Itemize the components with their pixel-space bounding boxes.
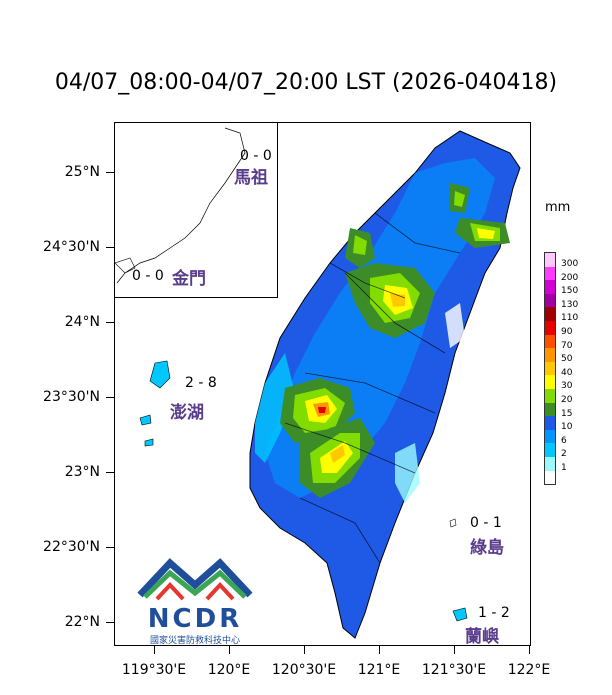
lon-tick: [454, 646, 455, 654]
lon-tick: [304, 646, 305, 654]
map-title: 04/07_08:00-04/07_20:00 LST (2026-040418…: [54, 70, 558, 95]
lat-tick: [106, 322, 114, 323]
legend-label: 10: [561, 422, 573, 433]
legend-swatch: [545, 416, 555, 430]
lon-tick: [154, 646, 155, 654]
green-island-label: 綠島: [470, 538, 504, 558]
color-legend: [544, 252, 556, 486]
lat-tick: [106, 547, 114, 548]
legend-label: 300: [561, 259, 579, 269]
legend-label: 110: [561, 313, 579, 324]
legend-swatch: [545, 348, 555, 362]
legend-label: 130: [561, 299, 579, 310]
legend-label: 30: [561, 381, 573, 392]
kinmen-label: 金門: [172, 269, 206, 289]
legend-swatch: [545, 388, 555, 403]
legend-swatch: [545, 361, 555, 376]
lat-tick: [106, 622, 114, 623]
orchid-island-label: 蘭嶼: [465, 627, 499, 647]
lon-label: 121°E: [357, 662, 401, 678]
legend-label: 50: [561, 354, 573, 365]
lon-label: 119°30'E: [121, 662, 187, 678]
lat-label: 22°N: [64, 614, 100, 630]
legend-swatch: [545, 253, 555, 267]
lat-tick: [106, 397, 114, 398]
legend-label: 1: [561, 463, 567, 473]
lon-label: 120°E: [207, 662, 251, 678]
legend-swatch: [545, 429, 555, 444]
lon-label: 121°30'E: [421, 662, 487, 678]
lat-label: 23°N: [64, 464, 100, 480]
lat-label: 25°N: [64, 164, 100, 180]
legend-swatch: [545, 456, 555, 471]
legend-swatch: [545, 375, 555, 389]
legend-label: 15: [561, 408, 573, 419]
lon-label: 120°30'E: [271, 662, 337, 678]
lat-label: 24°N: [64, 314, 100, 330]
inset-map-kinmen-matsu: [114, 122, 278, 298]
legend-label: 40: [561, 367, 573, 378]
lat-label: 24°30'N: [43, 239, 100, 255]
kinmen-count: 0 - 0: [132, 268, 164, 284]
ncdr-mountain-icon: [137, 558, 253, 601]
legend-swatch: [545, 293, 555, 308]
penghu-label: 澎湖: [170, 403, 204, 423]
matsu-count: 0 - 0: [240, 148, 272, 164]
legend-unit: mm: [545, 200, 571, 215]
legend-label: 6: [561, 435, 567, 446]
legend-label: 2: [561, 449, 567, 460]
legend-swatch: [545, 402, 555, 417]
green-island-count: 0 - 1: [470, 515, 502, 531]
lon-tick: [229, 646, 230, 654]
legend-swatch: [545, 320, 555, 335]
orchid-island-count: 1 - 2: [478, 605, 510, 621]
map-frame: [114, 122, 531, 646]
lat-label: 23°30'N: [43, 389, 100, 405]
legend-swatch: [545, 266, 555, 281]
legend-label: 150: [561, 286, 579, 297]
legend-swatch: [545, 443, 555, 457]
legend-swatch: [545, 307, 555, 321]
lat-tick: [106, 172, 114, 173]
legend-label: 20: [561, 395, 573, 405]
ncdr-logo: NCDR 國家災害防救科技中心: [135, 555, 255, 646]
legend-label: 70: [561, 340, 573, 351]
taiwan-rainfall-map: [139, 130, 521, 639]
matsu-label: 馬祖: [234, 168, 268, 188]
legend-swatch: [545, 280, 555, 294]
legend-swatch: [545, 334, 555, 349]
lon-tick: [529, 646, 530, 654]
ncdr-logo-subtitle: 國家災害防救科技中心: [149, 636, 240, 646]
lon-label: 122°E: [507, 662, 551, 678]
inset-coastline: [114, 127, 246, 284]
legend-label: 90: [561, 327, 573, 337]
lat-tick: [106, 472, 114, 473]
lat-tick: [106, 247, 114, 248]
penghu-count: 2 - 8: [185, 375, 217, 391]
legend-swatch: [545, 470, 555, 485]
legend-label: 200: [561, 272, 579, 283]
lat-label: 22°30'N: [43, 539, 100, 555]
ncdr-logo-text: NCDR: [147, 604, 243, 634]
lon-tick: [379, 646, 380, 654]
